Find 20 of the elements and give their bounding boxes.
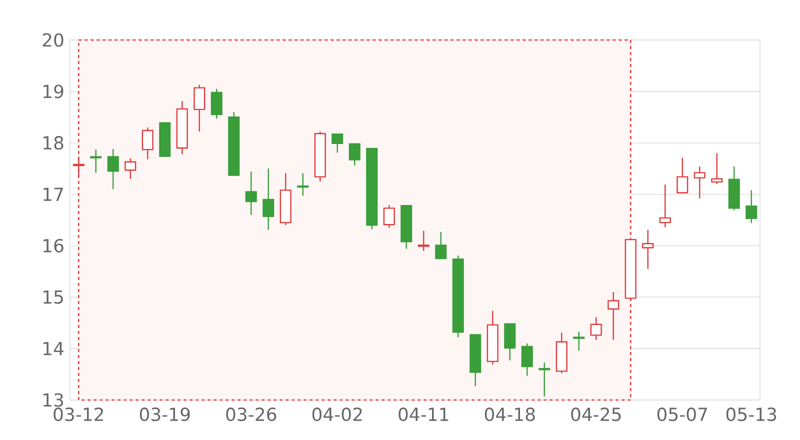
y-tick-label: 18 xyxy=(44,136,64,150)
y-tick-label: 15 xyxy=(44,290,63,304)
x-tick-label: 04-25 xyxy=(571,408,621,422)
candlestick xyxy=(245,171,257,216)
y-tick-label: 20 xyxy=(42,33,64,47)
x-tick-label: 05-07 xyxy=(657,408,707,422)
y-tick-label: 13 xyxy=(44,393,64,407)
x-tick-label: 03-19 xyxy=(140,408,190,422)
x-tick-label: 04-02 xyxy=(312,408,362,422)
x-tick-label: 04-11 xyxy=(398,408,448,422)
x-tick-label: 04-18 xyxy=(484,408,535,422)
y-tick-label: 16 xyxy=(44,238,64,253)
candlestick xyxy=(262,168,274,230)
x-tick-label: 03-12 xyxy=(54,408,103,422)
x-tick-label: 03-26 xyxy=(226,408,276,422)
y-tick-label: 14 xyxy=(44,342,64,356)
y-tick-label: 17 xyxy=(44,188,63,201)
candlestick xyxy=(642,229,654,270)
y-tick-label: 19 xyxy=(44,84,64,98)
x-tick-label: 05-13 xyxy=(726,408,776,422)
